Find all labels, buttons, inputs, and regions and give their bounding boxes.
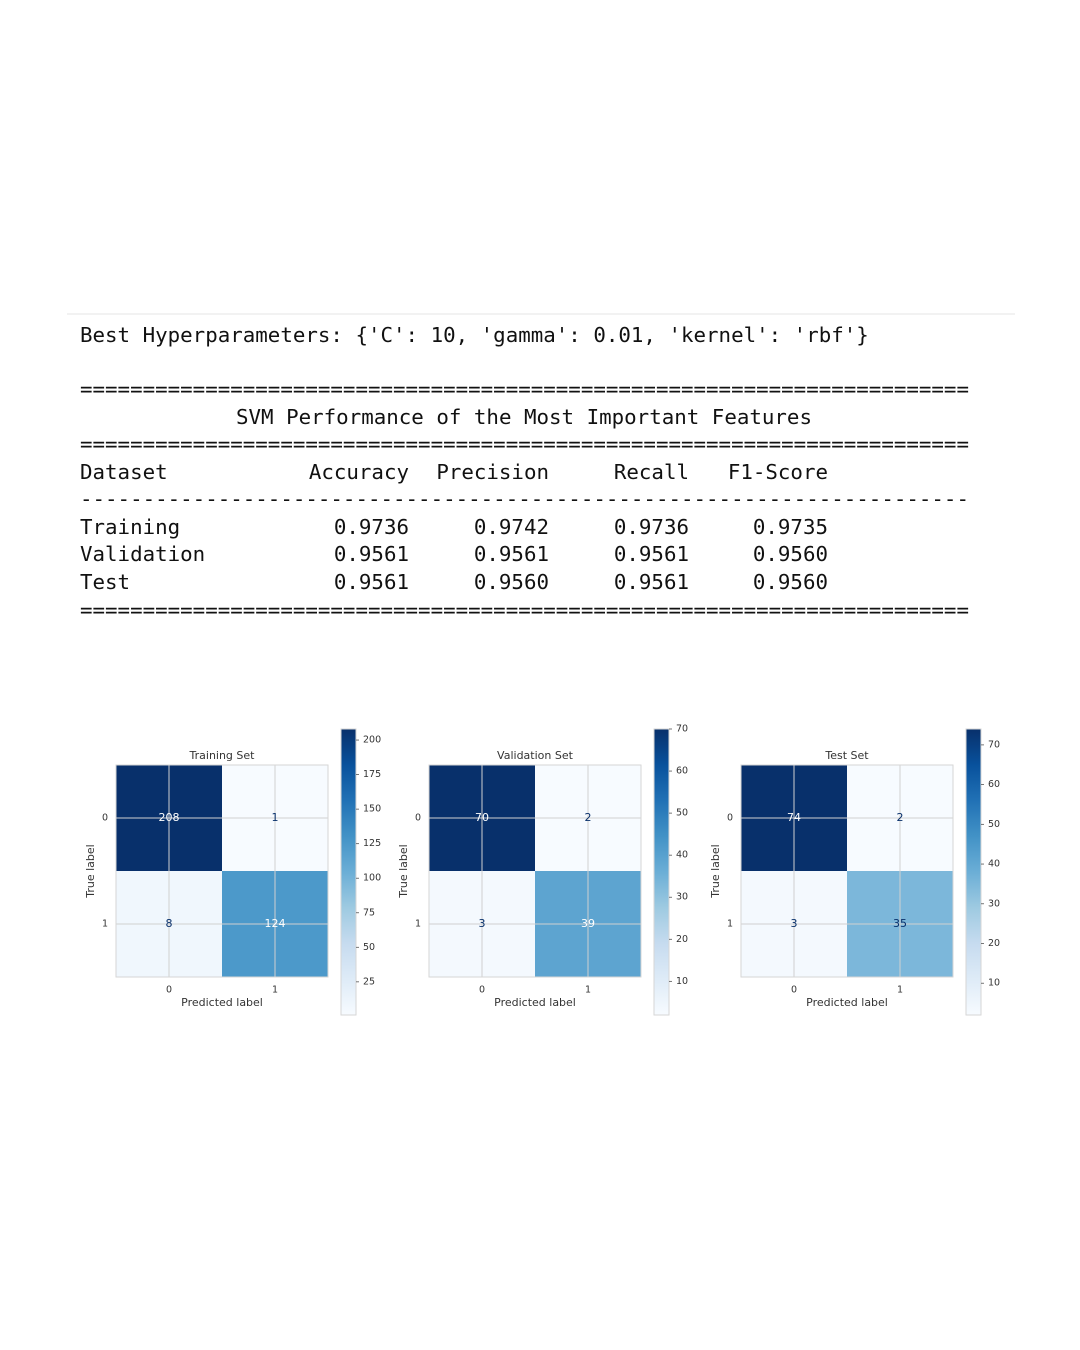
cell-label: 208 [159,811,180,824]
cell-label: 39 [581,917,595,930]
y-axis-label: True label [709,844,722,898]
x-axis-label: Predicted label [494,996,576,1009]
axes-frame [115,764,329,978]
x-tick-label: 1 [272,985,278,996]
colorbar-tick-label: 25 [363,976,375,987]
colorbar-tick-label: 20 [988,938,1000,949]
rule-double: ========================================… [80,598,969,622]
colorbar [653,728,670,1016]
colorbar-tick-label: 50 [676,808,688,819]
table-header: Precision [436,460,549,484]
colorbar-tick-label: 60 [676,766,688,777]
colorbar-tick-label: 75 [363,907,375,918]
colorbar-tick-label: 200 [363,735,381,746]
axes-frame [428,764,642,978]
y-tick-label: 1 [415,919,421,930]
cell-label: 2 [897,811,904,824]
colorbar-tick-label: 20 [676,934,688,945]
colorbar-tick-label: 40 [988,859,1000,870]
colorbar-tick-label: 30 [988,898,1000,909]
colorbar-tick-label: 70 [988,739,1000,750]
y-tick-label: 1 [102,919,108,930]
x-tick-label: 0 [166,985,172,996]
colorbar-tick-label: 125 [363,838,381,849]
y-tick-label: 0 [102,813,108,824]
colorbar-tick-label: 100 [363,873,381,884]
cell-label: 3 [791,917,798,930]
table-cell: 0.9736 [334,515,409,539]
chart-title: Test Set [824,749,869,762]
y-axis-label: True label [84,844,97,898]
y-tick-label: 1 [727,919,733,930]
x-tick-label: 1 [585,985,591,996]
y-axis-label: True label [397,844,410,898]
hyperparameters: Best Hyperparameters: {'C': 10, 'gamma':… [80,323,869,347]
colorbar-tick-label: 50 [363,942,375,953]
colorbar-tick-label: 175 [363,769,381,780]
cell-label: 124 [265,917,286,930]
colorbar-tick-label: 50 [988,819,1000,830]
row-label: Test [80,570,130,594]
table-title: SVM Performance of the Most Important Fe… [236,405,812,429]
colorbar-tick-label: 150 [363,804,381,815]
cell-label: 1 [272,811,279,824]
table-header: Accuracy [309,460,409,484]
colorbar-tick-label: 30 [676,892,688,903]
table-cell: 0.9560 [474,570,549,594]
colorbar-tick-label: 10 [676,976,688,987]
table-cell: 0.9742 [474,515,549,539]
x-tick-label: 0 [479,985,485,996]
rule-single: ----------------------------------------… [80,487,969,511]
table-header: F1-Score [728,460,828,484]
table-cell: 0.9735 [753,515,828,539]
y-tick-label: 0 [415,813,421,824]
colorbar [965,728,982,1016]
colorbar-tick-label: 10 [988,978,1000,989]
table-header: Recall [614,460,689,484]
colorbar-tick-label: 60 [988,779,1000,790]
table-cell: 0.9736 [614,515,689,539]
rule-double: ========================================… [80,377,969,401]
table-cell: 0.9560 [753,570,828,594]
y-tick-label: 0 [727,813,733,824]
cell-label: 70 [475,811,489,824]
row-label: Training [80,515,180,539]
x-axis-label: Predicted label [806,996,888,1009]
table-cell: 0.9561 [334,542,409,566]
axes-frame [740,764,954,978]
cell-label: 74 [787,811,801,824]
table-cell: 0.9560 [753,542,828,566]
chart-title: Training Set [189,749,256,762]
chart-title: Validation Set [497,749,574,762]
colorbar-tick-label: 70 [676,724,688,735]
x-axis-label: Predicted label [181,996,263,1009]
table-cell: 0.9561 [614,542,689,566]
cell-label: 2 [585,811,592,824]
table-cell: 0.9561 [614,570,689,594]
x-tick-label: 1 [897,985,903,996]
cell-label: 8 [166,917,173,930]
table-header: Dataset [80,460,168,484]
cell-label: 35 [893,917,907,930]
rule-double: ========================================… [80,432,969,456]
cell-label: 3 [479,917,486,930]
x-tick-label: 0 [791,985,797,996]
colorbar [340,728,357,1016]
table-cell: 0.9561 [334,570,409,594]
colorbar-tick-label: 40 [676,850,688,861]
row-label: Validation [80,542,205,566]
table-cell: 0.9561 [474,542,549,566]
